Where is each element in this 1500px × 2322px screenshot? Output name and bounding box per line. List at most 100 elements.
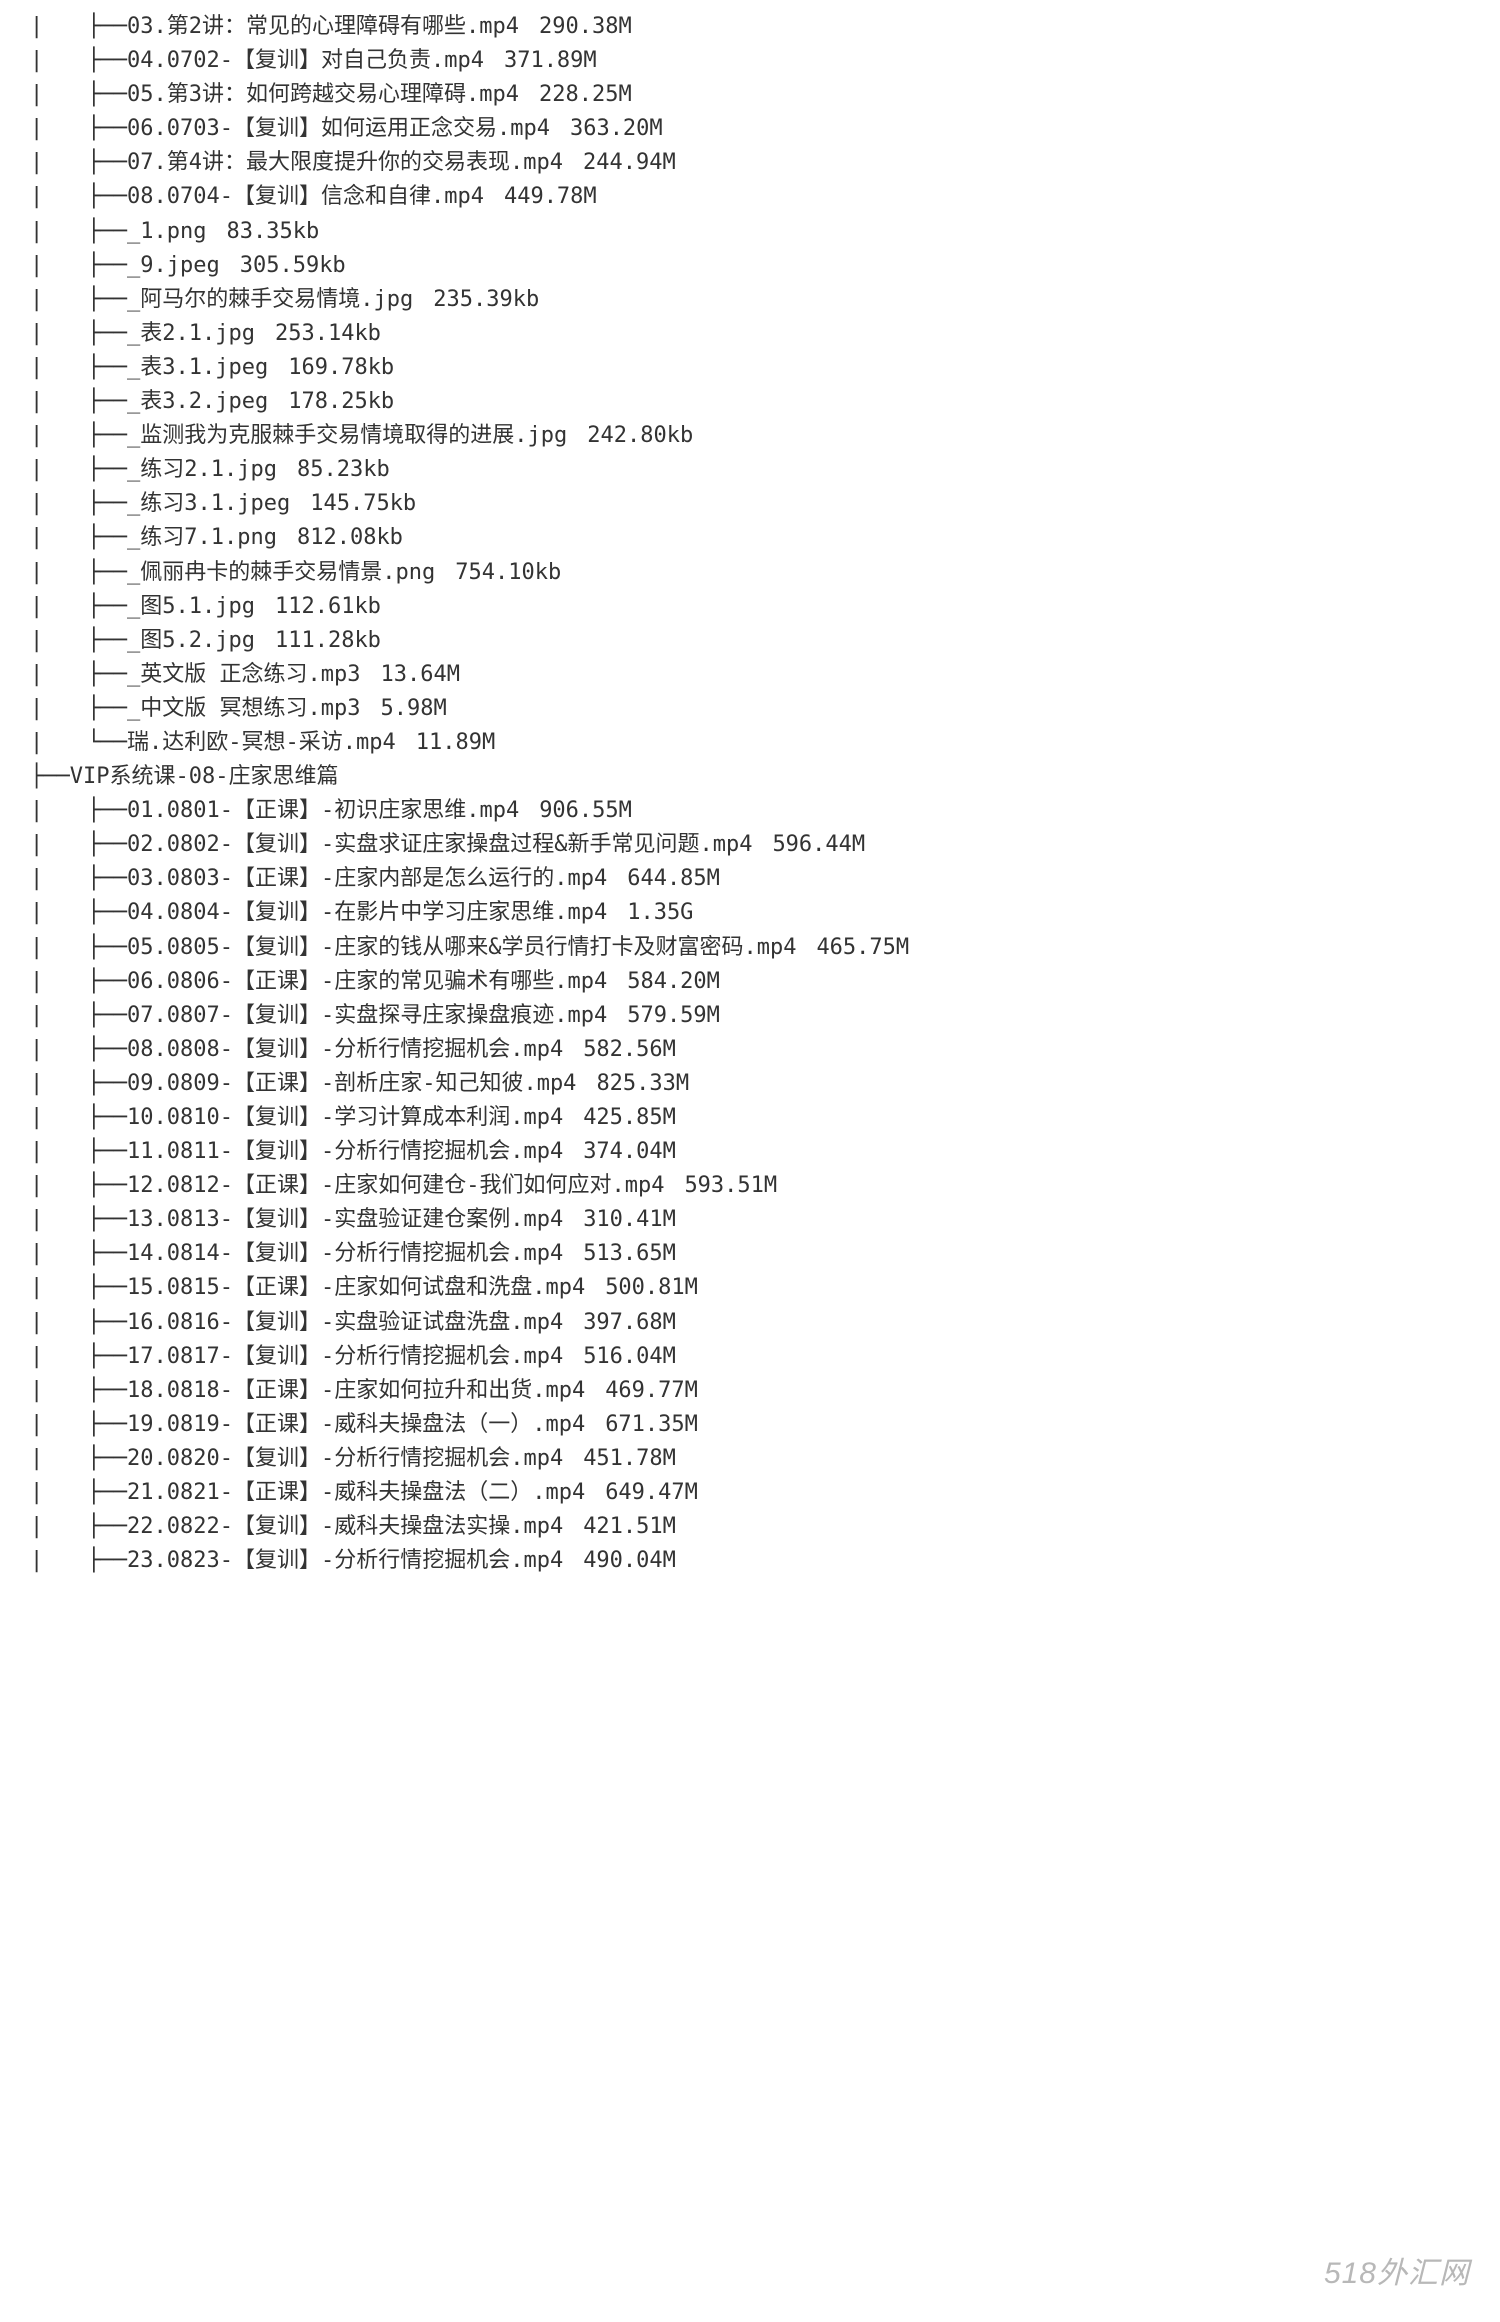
file-size: 671.35M <box>605 1412 698 1437</box>
tree-branch: ├── <box>87 999 127 1033</box>
tree-row: | ├──04.0702-【复训】对自己负责.mp4 371.89M <box>30 44 1470 78</box>
file-name: _中文版 冥想练习.mp3 <box>127 696 360 721</box>
tree-row: | ├──01.0801-【正课】-初识庄家思维.mp4906.55M <box>30 794 1470 828</box>
file-name: 20.0820-【复训】-分析行情挖掘机会.mp4 <box>127 1446 563 1471</box>
tree-row: | ├──22.0822-【复训】-威科夫操盘法实操.mp4421.51M <box>30 1510 1470 1544</box>
file-name: 18.0818-【正课】-庄家如何拉升和出货.mp4 <box>127 1378 585 1403</box>
tree-branch: └── <box>87 726 127 760</box>
file-name: _练习3.1.jpeg <box>127 491 290 516</box>
tree-row: | ├──_中文版 冥想练习.mp35.98M <box>30 692 1470 726</box>
tree-row: | ├──16.0816-【复训】-实盘验证试盘洗盘.mp4397.68M <box>30 1306 1470 1340</box>
tree-pipe: | <box>30 385 87 419</box>
tree-row: ├──VIP系统课-08-庄家思维篇 <box>30 760 1470 794</box>
file-name: 19.0819-【正课】-威科夫操盘法（一）.mp4 <box>127 1412 585 1437</box>
file-name: _表3.1.jpeg <box>127 355 268 380</box>
file-name: _表3.2.jpeg <box>127 389 268 414</box>
tree-branch: ├── <box>87 1476 127 1510</box>
file-size: 169.78kb <box>288 355 394 380</box>
tree-row: | ├──23.0823-【复训】-分析行情挖掘机会.mp4490.04M <box>30 1544 1470 1578</box>
file-name: 08.0808-【复训】-分析行情挖掘机会.mp4 <box>127 1037 563 1062</box>
file-size: 469.77M <box>605 1378 698 1403</box>
tree-branch: ├── <box>87 1510 127 1544</box>
file-size: 111.28kb <box>275 628 381 653</box>
tree-row: | ├──_阿马尔的棘手交易情境.jpg235.39kb <box>30 283 1470 317</box>
tree-branch: ├── <box>87 862 127 896</box>
file-name: 10.0810-【复训】-学习计算成本利润.mp4 <box>127 1105 563 1130</box>
file-name: 15.0815-【正课】-庄家如何试盘和洗盘.mp4 <box>127 1275 585 1300</box>
file-name: 03.第2讲：常见的心理障碍有哪些.mp4 <box>127 14 519 39</box>
file-size: 449.78M <box>504 184 597 209</box>
tree-branch: ├── <box>87 624 127 658</box>
tree-pipe: | <box>30 453 87 487</box>
file-size: 513.65M <box>583 1241 676 1266</box>
file-size: 812.08kb <box>297 525 403 550</box>
tree-row: | ├──19.0819-【正课】-威科夫操盘法（一）.mp4671.35M <box>30 1408 1470 1442</box>
tree-pipe: | <box>30 556 87 590</box>
tree-row: | ├──_监测我为克服棘手交易情境取得的进展.jpg242.80kb <box>30 419 1470 453</box>
file-size: 13.64M <box>380 662 459 687</box>
file-size: 421.51M <box>583 1514 676 1539</box>
tree-branch: ├── <box>87 44 127 78</box>
tree-pipe: | <box>30 1476 87 1510</box>
file-size: 465.75M <box>816 935 909 960</box>
file-size: 397.68M <box>583 1310 676 1335</box>
file-size: 242.80kb <box>587 423 693 448</box>
tree-row: | ├──_练习7.1.png812.08kb <box>30 521 1470 555</box>
tree-branch: ├── <box>87 419 127 453</box>
file-size: 1.35G <box>627 900 693 925</box>
tree-pipe: | <box>30 1237 87 1271</box>
tree-branch: ├── <box>87 1544 127 1578</box>
tree-pipe: | <box>30 1306 87 1340</box>
tree-row: | ├──_表3.1.jpeg169.78kb <box>30 351 1470 385</box>
file-size: 310.41M <box>583 1207 676 1232</box>
tree-pipe: | <box>30 1067 87 1101</box>
tree-pipe: | <box>30 44 87 78</box>
tree-row: | ├──06.0806-【正课】-庄家的常见骗术有哪些.mp4584.20M <box>30 965 1470 999</box>
tree-branch: ├── <box>87 1067 127 1101</box>
tree-row: | ├──03.第2讲：常见的心理障碍有哪些.mp4290.38M <box>30 10 1470 44</box>
file-size: 371.89M <box>504 48 597 73</box>
file-name: 03.0803-【正课】-庄家内部是怎么运行的.mp4 <box>127 866 607 891</box>
tree-branch: ├── <box>87 487 127 521</box>
file-name: _佩丽冉卡的棘手交易情景.png <box>127 560 435 585</box>
tree-row: | ├──04.0804-【复训】-在影片中学习庄家思维.mp41.35G <box>30 896 1470 930</box>
file-name: VIP系统课-08-庄家思维篇 <box>70 764 339 789</box>
tree-row: | ├──13.0813-【复训】-实盘验证建仓案例.mp4310.41M <box>30 1203 1470 1237</box>
tree-row: | ├──09.0809-【正课】-剖析庄家-知己知彼.mp4825.33M <box>30 1067 1470 1101</box>
tree-row: | ├──_表2.1.jpg253.14kb <box>30 317 1470 351</box>
file-name: 13.0813-【复训】-实盘验证建仓案例.mp4 <box>127 1207 563 1232</box>
file-name: _图5.1.jpg <box>127 594 255 619</box>
tree-pipe: | <box>30 351 87 385</box>
file-size: 754.10kb <box>455 560 561 585</box>
tree-branch: ├── <box>87 1340 127 1374</box>
tree-pipe: | <box>30 931 87 965</box>
tree-pipe: | <box>30 999 87 1033</box>
tree-row: | ├──05.第3讲：如何跨越交易心理障碍.mp4228.25M <box>30 78 1470 112</box>
tree-branch: ├── <box>87 1203 127 1237</box>
tree-row: | ├──_9.jpeg305.59kb <box>30 249 1470 283</box>
file-name: 22.0822-【复训】-威科夫操盘法实操.mp4 <box>127 1514 563 1539</box>
file-size: 579.59M <box>627 1003 720 1028</box>
tree-branch: ├── <box>87 1169 127 1203</box>
tree-row: | ├──03.0803-【正课】-庄家内部是怎么运行的.mp4644.85M <box>30 862 1470 896</box>
tree-pipe: | <box>30 896 87 930</box>
tree-row: | ├──20.0820-【复训】-分析行情挖掘机会.mp4451.78M <box>30 1442 1470 1476</box>
tree-row: | ├──_佩丽冉卡的棘手交易情景.png754.10kb <box>30 556 1470 590</box>
file-name: 23.0823-【复训】-分析行情挖掘机会.mp4 <box>127 1548 563 1573</box>
file-name: 08.0704-【复训】信念和自律.mp4 <box>127 184 484 209</box>
file-name: 04.0702-【复训】对自己负责.mp4 <box>127 48 484 73</box>
file-name: 07.0807-【复训】-实盘探寻庄家操盘痕迹.mp4 <box>127 1003 607 1028</box>
file-name: _9.jpeg <box>127 253 220 278</box>
tree-branch: ├── <box>87 1408 127 1442</box>
file-name: _阿马尔的棘手交易情境.jpg <box>127 287 413 312</box>
file-size: 451.78M <box>583 1446 676 1471</box>
tree-branch: ├── <box>87 1033 127 1067</box>
tree-pipe: | <box>30 1374 87 1408</box>
tree-pipe: | <box>30 624 87 658</box>
tree-branch: ├── <box>87 215 127 249</box>
file-size: 5.98M <box>380 696 446 721</box>
tree-row: | └──瑞.达利欧-冥想-采访.mp411.89M <box>30 726 1470 760</box>
file-size: 85.23kb <box>297 457 390 482</box>
tree-pipe: | <box>30 590 87 624</box>
file-size: 500.81M <box>605 1275 698 1300</box>
